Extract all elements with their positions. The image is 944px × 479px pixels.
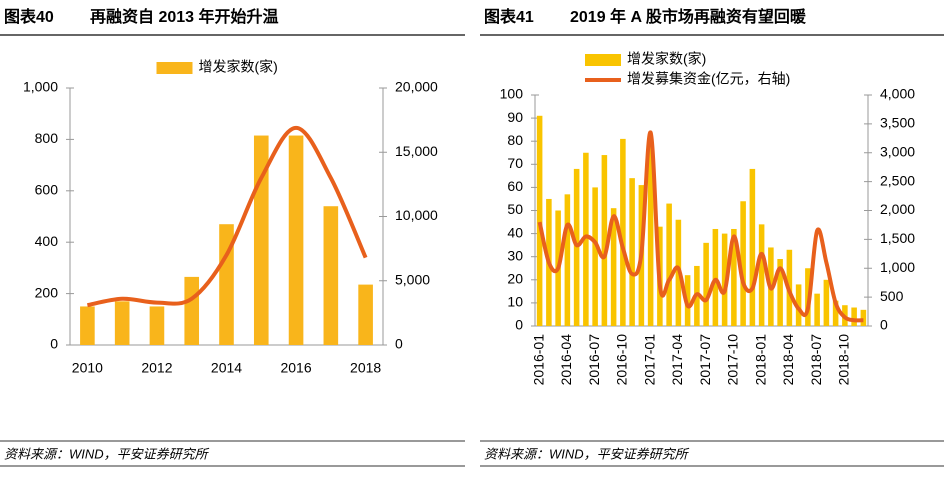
y2-tick-label: 20,000 — [395, 79, 438, 95]
bar — [777, 259, 783, 326]
y2-tick-label: 3,500 — [880, 115, 915, 131]
legend-label: 增发家数(家) — [627, 51, 706, 67]
figure-label: 图表41 — [484, 7, 534, 26]
y-tick-label: 0 — [50, 336, 58, 352]
y-tick-label: 60 — [507, 178, 523, 194]
y2-tick-label: 2,500 — [880, 172, 915, 188]
legend-swatch — [156, 62, 193, 74]
bar — [358, 284, 373, 345]
x-tick-label: 2017-04 — [669, 334, 685, 386]
source: 资料来源：WIND，平安证券研究所 — [4, 446, 210, 461]
y2-tick-label: 5,000 — [395, 271, 430, 287]
bar — [323, 206, 339, 345]
x-tick-label: 2017-07 — [697, 334, 713, 386]
bar — [564, 194, 571, 326]
y-tick-label: 70 — [507, 155, 523, 171]
bar — [740, 201, 746, 326]
chart-title: 2019 年 A 股市场再融资有望回暖 — [570, 7, 807, 26]
y-tick-label: 200 — [35, 284, 59, 300]
bar — [749, 168, 756, 326]
y2-tick-label: 2,000 — [880, 201, 915, 217]
y-tick-label: 20 — [507, 271, 523, 287]
chart: 图表41 2019 年 A 股市场再融资有望回暖资料来源：WIND，平安证券研究所… — [480, 7, 944, 467]
x-tick-label: 2017-01 — [641, 334, 657, 386]
y-tick-label: 100 — [500, 86, 524, 102]
y-tick-label: 10 — [507, 294, 523, 310]
bar — [814, 293, 820, 326]
x-tick-label: 2010 — [72, 360, 103, 376]
x-tick-label: 2018-07 — [808, 334, 824, 386]
x-tick-label: 2014 — [211, 360, 242, 376]
x-tick-label: 2016-07 — [586, 334, 602, 386]
y2-tick-label: 1,500 — [880, 230, 915, 246]
x-tick-label: 2012 — [141, 360, 172, 376]
bar — [610, 208, 617, 326]
bar — [219, 224, 234, 345]
bar — [114, 301, 130, 345]
bar — [573, 168, 580, 326]
x-tick-label: 2018-04 — [780, 334, 796, 386]
y2-tick-label: 4,000 — [880, 86, 915, 102]
bar — [758, 224, 765, 326]
x-tick-label: 2016-04 — [558, 334, 574, 386]
y-tick-label: 40 — [507, 224, 523, 240]
bar — [647, 138, 654, 326]
y-tick-label: 30 — [507, 247, 523, 263]
y-tick-label: 1,000 — [23, 79, 58, 95]
y-tick-label: 400 — [35, 233, 59, 249]
y2-tick-label: 0 — [880, 317, 888, 333]
x-tick-label: 2016-01 — [530, 334, 546, 386]
bar — [629, 178, 635, 326]
bar — [583, 152, 589, 326]
bar — [851, 307, 857, 326]
y-tick-label: 600 — [35, 182, 59, 198]
source: 资料来源：WIND，平安证券研究所 — [484, 446, 690, 461]
bar — [860, 309, 867, 326]
bar — [601, 155, 608, 326]
figure-label: 图表40 — [4, 7, 54, 26]
legend-swatch — [585, 54, 621, 66]
x-tick-label: 2016 — [280, 360, 311, 376]
bar — [721, 233, 728, 326]
x-tick-label: 2018 — [350, 360, 381, 376]
bar — [703, 242, 709, 326]
x-tick-label: 2017-10 — [725, 334, 741, 386]
y-tick-label: 800 — [35, 130, 59, 146]
y2-tick-label: 500 — [880, 288, 904, 304]
bar — [288, 135, 304, 345]
y-tick-label: 90 — [507, 109, 523, 125]
bar — [795, 284, 802, 326]
bar — [666, 203, 672, 326]
line — [537, 130, 864, 323]
y2-tick-label: 3,000 — [880, 143, 915, 159]
bar — [620, 138, 626, 326]
y2-tick-label: 10,000 — [395, 207, 438, 223]
x-tick-label: 2016-10 — [614, 334, 630, 386]
bar — [823, 279, 830, 326]
bar — [536, 115, 543, 326]
bar — [832, 300, 839, 326]
x-tick-label: 2018-10 — [836, 334, 852, 386]
y2-tick-label: 1,000 — [880, 259, 915, 275]
bar — [149, 306, 165, 345]
bar — [592, 187, 598, 326]
y-tick-label: 50 — [507, 201, 523, 217]
line — [86, 125, 368, 308]
chart-title: 再融资自 2013 年开始升温 — [90, 7, 279, 26]
bar — [80, 306, 95, 345]
x-tick-label: 2018-01 — [752, 334, 768, 386]
y2-tick-label: 15,000 — [395, 143, 438, 159]
y2-tick-label: 0 — [395, 336, 403, 352]
y-tick-label: 80 — [507, 132, 523, 148]
bar — [184, 276, 200, 345]
bar — [731, 228, 737, 326]
legend-label: 增发募集资金(亿元，右轴) — [627, 71, 790, 87]
y-tick-label: 0 — [515, 317, 523, 333]
legend-label: 增发家数(家) — [199, 59, 278, 75]
bar — [712, 228, 719, 326]
